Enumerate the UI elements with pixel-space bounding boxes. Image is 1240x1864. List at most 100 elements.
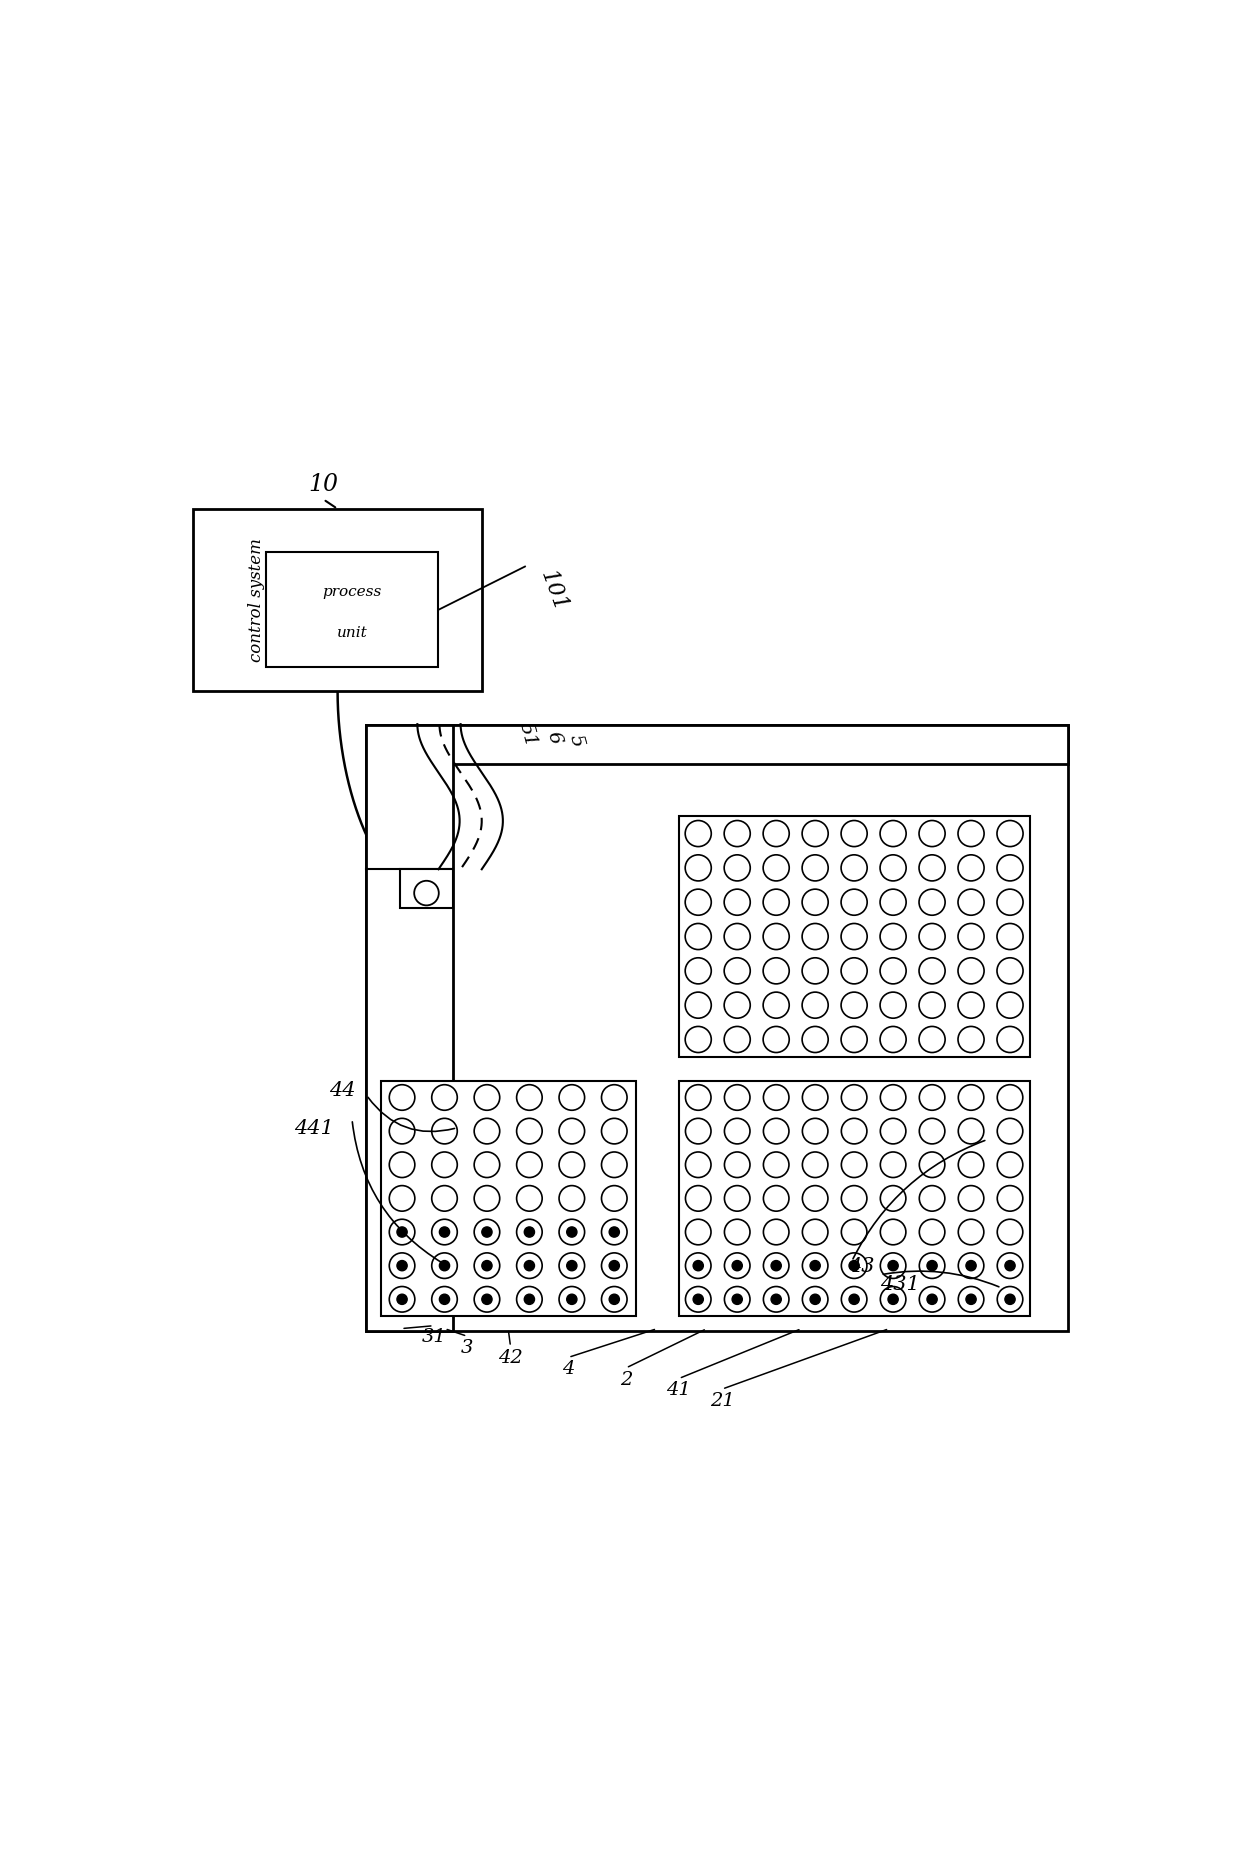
Circle shape bbox=[482, 1227, 492, 1238]
Text: 431: 431 bbox=[880, 1275, 920, 1294]
Circle shape bbox=[389, 1253, 415, 1279]
Circle shape bbox=[842, 1152, 867, 1178]
Circle shape bbox=[517, 1219, 542, 1245]
Circle shape bbox=[802, 1152, 828, 1178]
Circle shape bbox=[764, 1085, 789, 1111]
Circle shape bbox=[880, 1085, 906, 1111]
Circle shape bbox=[686, 923, 712, 949]
Circle shape bbox=[517, 1085, 542, 1111]
Circle shape bbox=[997, 820, 1023, 846]
Circle shape bbox=[888, 1294, 898, 1305]
Circle shape bbox=[724, 992, 750, 1018]
Circle shape bbox=[397, 1227, 407, 1238]
Circle shape bbox=[567, 1227, 577, 1238]
Circle shape bbox=[842, 1219, 867, 1245]
Circle shape bbox=[919, 1286, 945, 1312]
Circle shape bbox=[432, 1253, 458, 1279]
Circle shape bbox=[880, 1286, 906, 1312]
Circle shape bbox=[724, 889, 750, 915]
Circle shape bbox=[764, 1286, 789, 1312]
Circle shape bbox=[959, 1085, 983, 1111]
Text: 4: 4 bbox=[562, 1361, 574, 1377]
Circle shape bbox=[997, 1152, 1023, 1178]
Circle shape bbox=[686, 958, 712, 984]
Circle shape bbox=[919, 958, 945, 984]
Text: 31: 31 bbox=[422, 1329, 446, 1346]
Circle shape bbox=[474, 1186, 500, 1212]
Circle shape bbox=[802, 1219, 828, 1245]
Circle shape bbox=[763, 889, 789, 915]
Circle shape bbox=[567, 1260, 577, 1271]
Circle shape bbox=[966, 1294, 976, 1305]
Circle shape bbox=[880, 992, 906, 1018]
Circle shape bbox=[919, 820, 945, 846]
Circle shape bbox=[919, 1027, 945, 1053]
Circle shape bbox=[841, 923, 867, 949]
Circle shape bbox=[802, 1186, 828, 1212]
Circle shape bbox=[474, 1085, 500, 1111]
Circle shape bbox=[841, 889, 867, 915]
Circle shape bbox=[389, 1219, 415, 1245]
Circle shape bbox=[567, 1294, 577, 1305]
Circle shape bbox=[842, 1118, 867, 1144]
Bar bbox=[367, 725, 453, 1331]
Circle shape bbox=[693, 1260, 703, 1271]
Circle shape bbox=[802, 856, 828, 882]
Circle shape bbox=[880, 820, 906, 846]
Circle shape bbox=[724, 1152, 750, 1178]
Circle shape bbox=[517, 1152, 542, 1178]
Circle shape bbox=[686, 889, 712, 915]
Circle shape bbox=[601, 1286, 627, 1312]
Circle shape bbox=[802, 923, 828, 949]
Circle shape bbox=[919, 992, 945, 1018]
Circle shape bbox=[959, 1027, 985, 1053]
Text: 441: 441 bbox=[294, 1118, 334, 1139]
Circle shape bbox=[764, 1118, 789, 1144]
Circle shape bbox=[919, 889, 945, 915]
Circle shape bbox=[997, 1286, 1023, 1312]
Circle shape bbox=[724, 1219, 750, 1245]
Circle shape bbox=[880, 1027, 906, 1053]
Circle shape bbox=[763, 958, 789, 984]
Circle shape bbox=[919, 923, 945, 949]
Circle shape bbox=[810, 1294, 821, 1305]
Circle shape bbox=[842, 1253, 867, 1279]
Circle shape bbox=[841, 1027, 867, 1053]
Circle shape bbox=[959, 1152, 983, 1178]
Bar bbox=[678, 1081, 1029, 1316]
Text: 2: 2 bbox=[620, 1370, 632, 1389]
Circle shape bbox=[474, 1118, 500, 1144]
Circle shape bbox=[959, 958, 985, 984]
Circle shape bbox=[997, 923, 1023, 949]
Circle shape bbox=[802, 958, 828, 984]
Circle shape bbox=[517, 1186, 542, 1212]
Circle shape bbox=[724, 856, 750, 882]
Circle shape bbox=[919, 856, 945, 882]
Circle shape bbox=[474, 1286, 500, 1312]
Circle shape bbox=[686, 992, 712, 1018]
Text: 3: 3 bbox=[461, 1338, 474, 1357]
Circle shape bbox=[997, 1186, 1023, 1212]
Circle shape bbox=[959, 1186, 983, 1212]
Circle shape bbox=[802, 1118, 828, 1144]
Text: unit: unit bbox=[336, 626, 367, 639]
Bar bbox=[265, 552, 439, 667]
Circle shape bbox=[810, 1260, 821, 1271]
Circle shape bbox=[997, 1027, 1023, 1053]
Circle shape bbox=[880, 1186, 906, 1212]
Circle shape bbox=[919, 1118, 945, 1144]
Circle shape bbox=[959, 1219, 983, 1245]
Circle shape bbox=[525, 1294, 534, 1305]
Circle shape bbox=[732, 1294, 743, 1305]
Circle shape bbox=[842, 1286, 867, 1312]
Circle shape bbox=[841, 992, 867, 1018]
Bar bbox=[381, 1081, 635, 1316]
Circle shape bbox=[997, 889, 1023, 915]
Circle shape bbox=[888, 1260, 898, 1271]
Circle shape bbox=[517, 1253, 542, 1279]
Circle shape bbox=[389, 1152, 415, 1178]
Text: 42: 42 bbox=[498, 1350, 523, 1368]
Circle shape bbox=[609, 1294, 620, 1305]
Circle shape bbox=[724, 1085, 750, 1111]
Circle shape bbox=[919, 1152, 945, 1178]
